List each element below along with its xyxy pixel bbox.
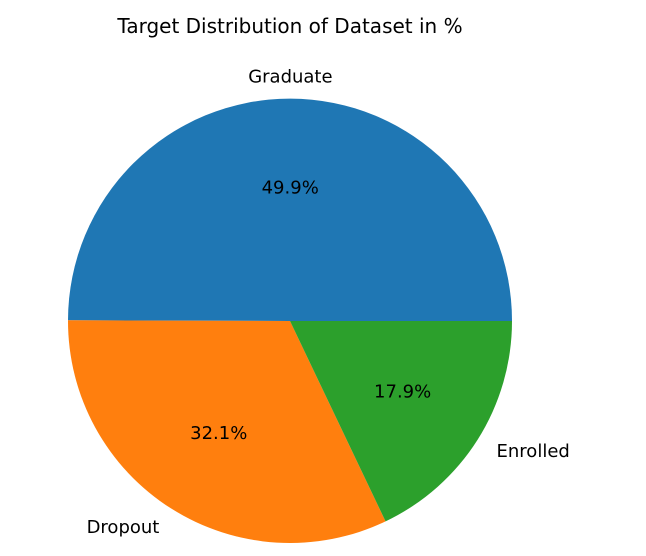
pie-category-label-enrolled: Enrolled bbox=[497, 441, 570, 462]
pie-slice-graduate bbox=[68, 98, 513, 322]
pie-value-label-dropout: 32.1% bbox=[190, 423, 247, 444]
pie-value-label-enrolled: 17.9% bbox=[374, 382, 431, 403]
chart-title: Target Distribution of Dataset in % bbox=[116, 14, 462, 38]
pie-category-label-dropout: Dropout bbox=[87, 517, 160, 538]
pie-category-label-graduate: Graduate bbox=[248, 66, 332, 87]
pie-slice-enrolled bbox=[290, 321, 512, 522]
pie-value-label-graduate: 49.9% bbox=[262, 177, 319, 198]
pie-labels: 49.9% Graduate 32.1% Dropout 17.9% Enrolled bbox=[87, 66, 570, 538]
pie-slice-dropout bbox=[67, 320, 386, 544]
pie-slices bbox=[67, 98, 513, 544]
